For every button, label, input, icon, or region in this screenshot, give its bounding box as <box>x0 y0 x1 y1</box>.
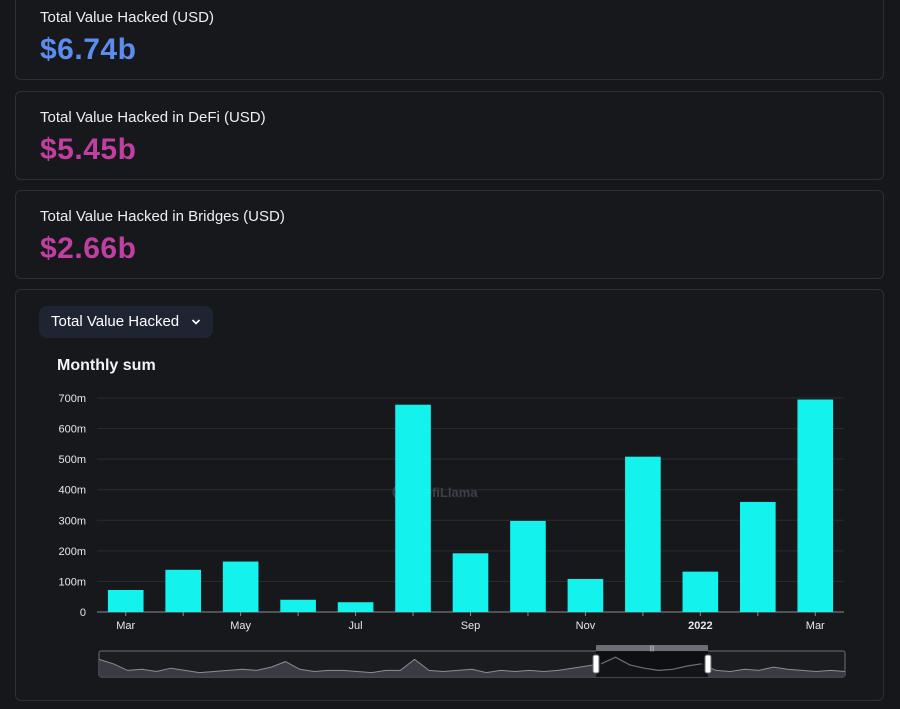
bar <box>682 571 719 612</box>
bar <box>510 520 546 612</box>
zoom-selected-window <box>596 651 708 677</box>
y-tick-label: 200m <box>58 546 86 558</box>
total-value-hacked-card: Total Value Hacked (USD) $6.74b <box>15 0 884 80</box>
zoom-handle[interactable] <box>704 654 712 674</box>
bar-chart: 0 100m 200m 300m 400m 500m 600m 700m DefiLlama Ma… <box>58 393 846 678</box>
x-tick-label: Mar <box>116 620 135 632</box>
bar <box>739 501 776 612</box>
bar <box>222 561 259 612</box>
stat-value: $5.45b <box>40 133 137 166</box>
bar <box>797 399 834 612</box>
zoom-grip-icon: ||| <box>650 646 655 652</box>
y-tick-label: 300m <box>58 515 86 527</box>
watermark-text: DefiLlama <box>415 485 478 500</box>
chevron-down-icon <box>191 306 201 350</box>
x-tick-label: Sep <box>461 620 481 632</box>
y-tick-label: 100m <box>58 576 86 588</box>
bar <box>337 602 374 612</box>
bridges-hacked-card: Total Value Hacked in Bridges (USD) $2.6… <box>15 190 884 279</box>
y-tick-label: 600m <box>58 424 86 436</box>
dropdown-label: Total Value Hacked <box>51 313 180 330</box>
zoom-handle[interactable] <box>592 654 600 674</box>
x-tick-label: Jul <box>349 620 363 632</box>
chart-card: Total Value Hacked Monthly sum 0 100m 200m… <box>15 289 884 701</box>
stat-value: $2.66b <box>40 232 137 265</box>
x-tick-label: May <box>230 620 251 632</box>
y-tick-label: 500m <box>58 454 86 466</box>
stat-title: Total Value Hacked (USD) <box>40 9 214 26</box>
defi-hacked-card: Total Value Hacked in DeFi (USD) $5.45b <box>15 91 884 180</box>
bar <box>107 589 144 612</box>
bar <box>280 599 316 612</box>
y-tick-label: 700m <box>58 393 86 405</box>
zoom-selected-line <box>600 656 702 672</box>
x-tick-label: Nov <box>576 620 596 632</box>
bar <box>165 569 202 612</box>
stat-title: Total Value Hacked in DeFi (USD) <box>40 109 266 126</box>
stat-value: $6.74b <box>40 33 137 66</box>
bar <box>395 404 431 612</box>
stat-title: Total Value Hacked in Bridges (USD) <box>40 208 285 225</box>
metric-dropdown[interactable]: Total Value Hacked <box>39 306 214 338</box>
bar <box>625 456 661 612</box>
x-tick-label: Mar <box>806 620 825 632</box>
bar <box>452 553 489 612</box>
zoom-overview-line <box>98 656 846 674</box>
zoom-range-bar <box>596 645 708 651</box>
x-tick-label: 2022 <box>688 620 712 632</box>
chart-title: Monthly sum <box>57 357 156 374</box>
bar <box>567 578 604 612</box>
y-tick-label: 400m <box>58 485 86 497</box>
y-tick-label: 0 <box>80 607 86 619</box>
